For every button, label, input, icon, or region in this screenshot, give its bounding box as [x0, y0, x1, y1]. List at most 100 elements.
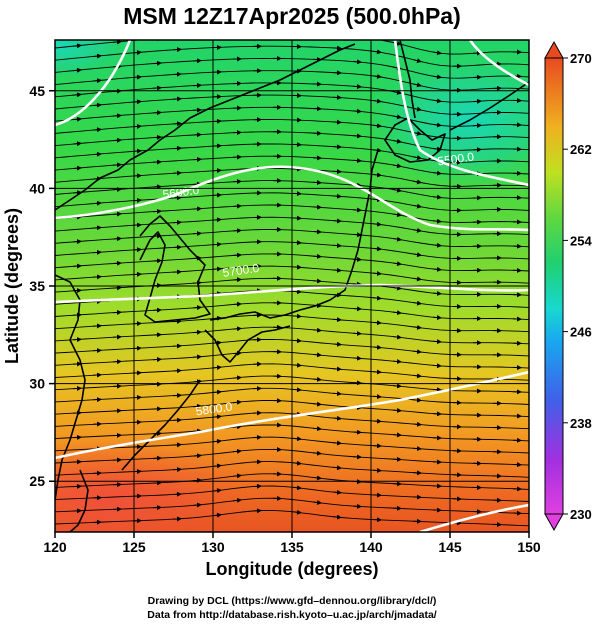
wind-arrow [372, 172, 382, 178]
wind-arrow [372, 73, 382, 79]
x-tick-label-150: 150 [517, 539, 541, 555]
wind-arrow [412, 324, 422, 330]
wind-arrow [472, 147, 482, 153]
wind-arrow [372, 394, 382, 400]
wind-arrow [332, 243, 342, 249]
wind-arrow [192, 502, 202, 508]
wind-arrow [92, 323, 102, 329]
wind-arrow [232, 375, 242, 381]
wind-arrow [232, 228, 242, 234]
wind-arrow [92, 225, 102, 231]
wind-arrow [92, 53, 102, 59]
wind-arrow [212, 389, 222, 395]
wind-arrow [392, 432, 402, 438]
wind-arrow [312, 450, 322, 456]
y-tick-label-40: 40 [29, 180, 45, 196]
wind-arrow [232, 448, 242, 454]
wind-arrow [372, 123, 382, 129]
x-tick-label-145: 145 [438, 539, 462, 555]
wind-arrow [432, 98, 442, 104]
wind-arrow [72, 165, 82, 171]
wind-arrow [172, 170, 182, 176]
wind-arrow [292, 436, 302, 442]
wind-arrow [72, 239, 82, 245]
colorbar-tick-label-246: 246 [570, 325, 592, 340]
wind-arrow [212, 315, 222, 321]
y-tick-label-25: 25 [29, 473, 45, 489]
x-tick-label-130: 130 [201, 539, 225, 555]
wind-arrow [292, 460, 302, 466]
wind-arrow [352, 84, 362, 90]
wind-arrow [92, 348, 102, 354]
wind-arrow [192, 305, 202, 311]
wind-arrow [72, 385, 82, 391]
wind-arrow [172, 442, 182, 448]
wind-arrow [292, 215, 302, 221]
wind-arrow [232, 326, 242, 332]
wind-arrow [232, 473, 242, 479]
contour-ne [468, 40, 529, 87]
wind-arrow [112, 334, 122, 340]
contour-5900 [419, 503, 529, 532]
wind-arrow [193, 36, 201, 37]
wind-arrow [352, 429, 362, 435]
credit-drawing: Drawing by DCL (https://www.gfd–dennou.o… [148, 595, 437, 607]
wind-arrow [152, 184, 162, 190]
wind-arrow [312, 475, 322, 481]
wind-arrow [312, 303, 322, 309]
wind-arrow [332, 391, 342, 397]
wind-arrow [332, 119, 342, 125]
wind-arrow [192, 453, 202, 459]
wind-arrow [212, 168, 222, 174]
wind-arrow [112, 162, 122, 168]
wind-arrow [72, 312, 82, 318]
wind-arrow [112, 359, 122, 365]
wind-arrow [72, 116, 82, 122]
wind-arrow [92, 249, 102, 255]
wind-arrow [212, 192, 222, 198]
wind-arrow [152, 307, 162, 313]
wind-arrow [156, 40, 162, 42]
wind-arrow [352, 108, 362, 114]
wind-arrow [112, 236, 122, 242]
wind-arrow [172, 467, 182, 473]
wind-arrow [212, 217, 222, 223]
wind-arrow [372, 443, 382, 449]
wind-arrow [412, 203, 422, 209]
wind-arrow [152, 208, 162, 214]
x-axis-ticks: 120 125 130 135 140 145 150 [43, 532, 541, 555]
wind-arrow [412, 179, 422, 185]
wind-arrow [392, 114, 402, 120]
wind-arrow [232, 277, 242, 283]
wind-arrow [112, 260, 122, 266]
y-axis-label: Latitude (degrees) [2, 208, 22, 364]
wind-arrow [172, 269, 182, 275]
contour-5600 [55, 165, 529, 232]
wind-arrow [292, 289, 302, 295]
wind-arrow [72, 67, 82, 73]
wind-arrow [332, 292, 342, 298]
wind-arrow [212, 340, 222, 346]
wind-arrow [212, 512, 222, 518]
colorbar-min-arrow [544, 513, 564, 532]
wind-arrow [432, 339, 442, 345]
wind-arrow [392, 310, 402, 316]
wind-arrow [112, 309, 122, 315]
wind-arrow [432, 146, 442, 152]
wind-arrow [112, 211, 122, 217]
wind-arrow [392, 212, 402, 218]
wind-arrow [412, 397, 422, 403]
wind-arrow [292, 485, 302, 491]
wind-arrow [72, 410, 82, 416]
wind-arrow [392, 407, 402, 413]
wind-arrow [312, 253, 322, 259]
wind-arrow [152, 233, 162, 239]
wind-arrow [432, 363, 442, 369]
wind-arrow [212, 488, 222, 494]
wind-arrow [252, 508, 262, 514]
wind-arrow [112, 137, 122, 143]
y-tick-label-30: 30 [29, 376, 45, 392]
colorbar-tick-label-238: 238 [570, 416, 592, 431]
wind-arrow [392, 187, 402, 193]
